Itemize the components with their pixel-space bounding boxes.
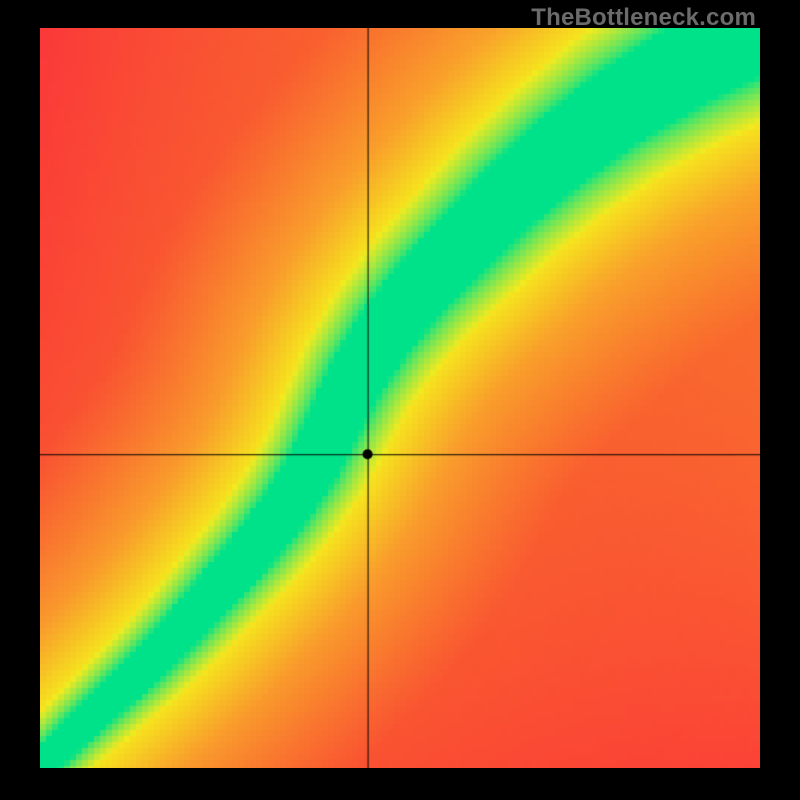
bottleneck-heatmap	[40, 28, 760, 768]
watermark-text: TheBottleneck.com	[531, 4, 756, 32]
page-root: TheBottleneck.com	[0, 0, 800, 800]
